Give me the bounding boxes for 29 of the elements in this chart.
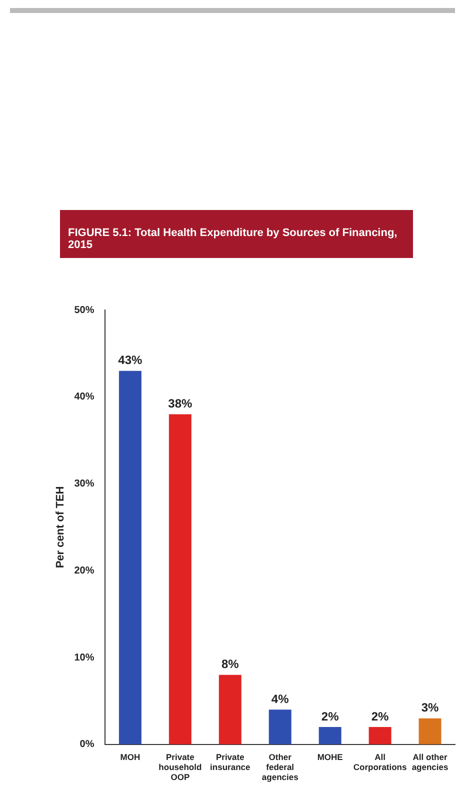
y-axis-title: Per cent of TEH	[54, 486, 67, 568]
bar	[118, 370, 142, 744]
bar	[168, 414, 192, 744]
bar	[318, 727, 342, 744]
data-label: 2%	[371, 709, 390, 724]
data-label: 2%	[321, 709, 340, 724]
data-label: 3%	[421, 700, 440, 715]
y-tick-label: 40%	[74, 392, 94, 403]
x-tick-label: MOH	[120, 752, 140, 762]
y-tick-label: 10%	[74, 652, 94, 664]
bar	[368, 727, 392, 744]
y-tick-label: 50%	[74, 304, 94, 316]
x-tick-label: All other agencies	[412, 752, 448, 772]
x-tick-label: All Corporations	[353, 752, 407, 772]
data-label: 8%	[221, 657, 240, 672]
bar	[268, 710, 292, 744]
y-tick-label: 30%	[74, 478, 94, 490]
x-tick-label: Other federal agencies	[262, 752, 299, 782]
data-label: 38%	[168, 396, 192, 411]
data-label: 43%	[118, 353, 143, 368]
bar	[418, 718, 442, 744]
bar	[218, 674, 242, 744]
y-tick-label: 20%	[74, 565, 94, 576]
y-tick-label: 0%	[80, 739, 94, 750]
x-tick-label: MOHE	[317, 752, 344, 762]
x-tick-label: Private insurance	[210, 752, 250, 772]
chart-title: FIGURE 5.1: Total Health Expenditure by Sources of Financing, 2015	[60, 210, 413, 258]
x-tick-label: Private household OOP	[158, 752, 202, 782]
data-label: 4%	[271, 692, 290, 706]
